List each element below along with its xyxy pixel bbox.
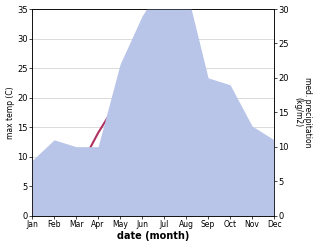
Y-axis label: med. precipitation
(kg/m2): med. precipitation (kg/m2): [293, 77, 313, 147]
X-axis label: date (month): date (month): [117, 231, 189, 242]
Y-axis label: max temp (C): max temp (C): [5, 86, 15, 139]
